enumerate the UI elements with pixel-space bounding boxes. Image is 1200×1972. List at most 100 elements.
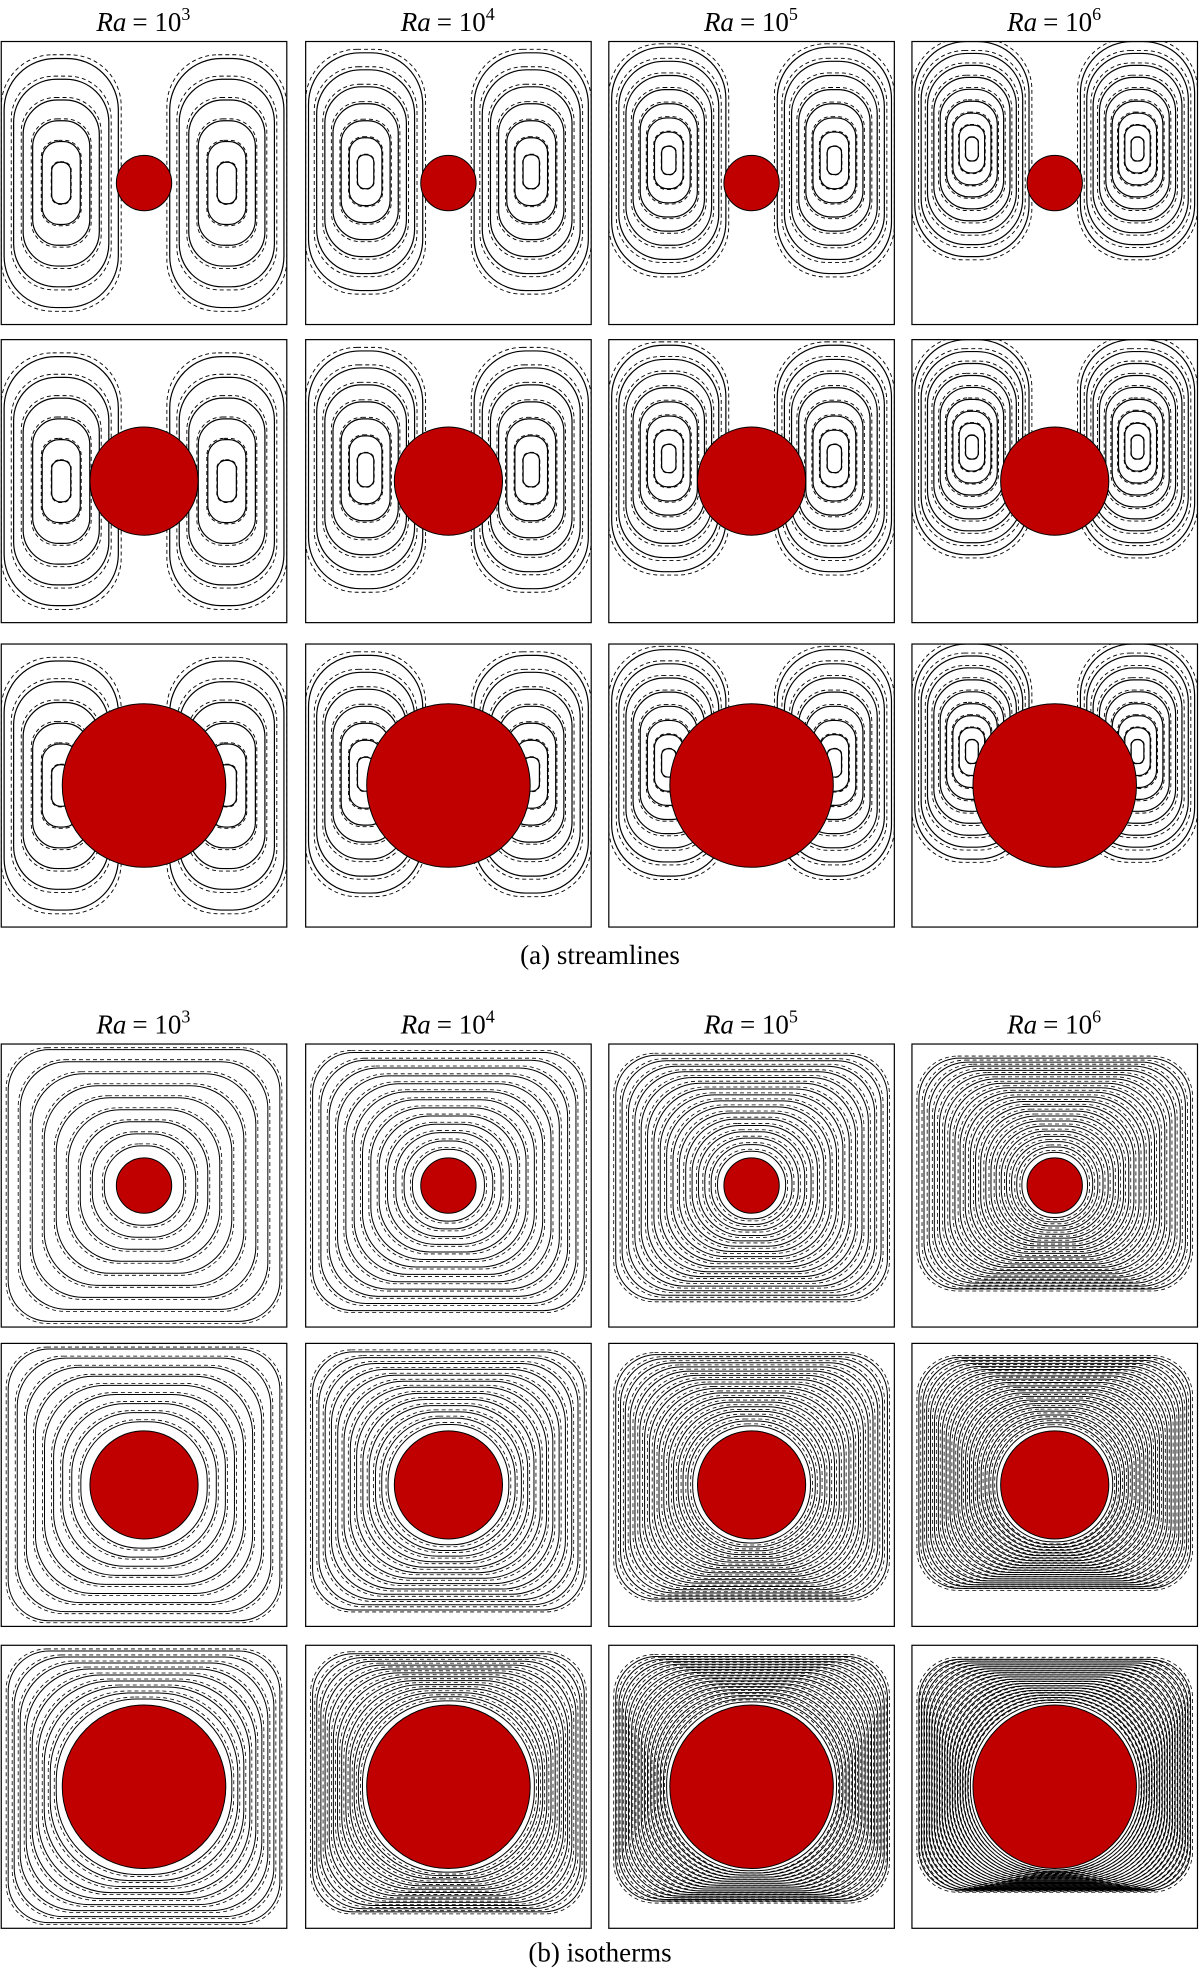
isotherm: [378, 1115, 519, 1253]
isotherm-dashed: [326, 1065, 571, 1299]
streamline: [41, 140, 81, 226]
isotherm: [324, 1362, 573, 1601]
cylinder: [420, 1157, 477, 1214]
isotherm-dashed: [341, 1378, 556, 1587]
streamline-dashed: [356, 153, 375, 190]
isotherm: [25, 1668, 263, 1906]
cylinder: [89, 1430, 199, 1540]
isotherm-dashed: [5, 1346, 283, 1624]
streamline-dashed: [958, 422, 986, 473]
ra-relation: = 10: [437, 1009, 486, 1039]
isotherm: [387, 1423, 510, 1546]
isotherm-dashed: [322, 1662, 575, 1905]
cylinder: [420, 154, 477, 212]
streamline-dashed: [30, 118, 92, 248]
isotherm: [1005, 1135, 1104, 1231]
streamline-dashed: [1123, 422, 1152, 473]
panel-frame: [608, 1644, 895, 1929]
isotherm: [926, 1664, 1184, 1889]
isotherm-dashed: [920, 1357, 1190, 1589]
streamline: [332, 103, 399, 241]
ra-symbol: Ra: [703, 1009, 734, 1039]
isotherm: [996, 1426, 1114, 1543]
isotherm: [1016, 1146, 1094, 1223]
isotherm-dashed: [316, 1355, 581, 1608]
isotherm: [710, 1144, 793, 1226]
isotherm: [337, 1676, 560, 1894]
isotherm-dashed: [89, 1131, 199, 1240]
isotherm-dashed: [973, 1103, 1137, 1256]
streamline-dashed: [645, 718, 692, 808]
streamline-dashed: [40, 437, 82, 525]
isotherm: [19, 1061, 269, 1310]
isotherm-dashed: [670, 1104, 833, 1260]
ra-symbol: Ra: [400, 7, 431, 37]
streamline-dashed: [313, 66, 418, 278]
ra-relation: = 10: [132, 7, 181, 37]
isotherm-dashed: [330, 1670, 566, 1899]
ra-exponent: 6: [1092, 4, 1101, 24]
streamline-dashed: [339, 416, 392, 523]
isotherm-dashed: [637, 1372, 866, 1586]
panel-frame: [911, 1644, 1199, 1929]
panel-frame: [305, 1644, 592, 1929]
ra-relation: = 10: [1043, 1009, 1092, 1039]
isotherm: [954, 1087, 1156, 1268]
streamline-dashed: [313, 668, 418, 880]
isotherm: [31, 1073, 257, 1298]
isotherm: [639, 1374, 864, 1584]
streamline-dashed: [50, 161, 72, 205]
streamline-dashed: [653, 130, 685, 190]
isotherm: [357, 1696, 540, 1877]
isotherm: [318, 1357, 579, 1606]
streamline: [498, 103, 565, 241]
isotherm-dashed: [921, 1059, 1188, 1289]
isotherm: [320, 1660, 577, 1907]
isotherm-dashed: [385, 1422, 512, 1548]
isotherm: [621, 1060, 882, 1296]
streamline: [32, 120, 91, 246]
streamline-dashed: [964, 738, 980, 765]
panel-heading: Ra = 104: [400, 4, 495, 37]
panel-frame: [608, 1342, 895, 1628]
streamline-dashed: [176, 75, 278, 291]
panel-heading: Ra = 106: [1006, 1006, 1101, 1039]
isotherm-dashed: [376, 1113, 521, 1255]
streamline: [489, 86, 573, 258]
isotherm: [49, 1692, 239, 1882]
streamline-dashed: [944, 701, 1000, 802]
streamline: [340, 418, 391, 522]
streamline-dashed: [1110, 397, 1165, 497]
streamline: [653, 429, 684, 488]
isotherm: [349, 1688, 548, 1883]
isotherm-dashed: [982, 1412, 1127, 1553]
isotherm-dashed: [642, 1377, 861, 1583]
isotherm: [945, 1378, 1164, 1576]
streamline: [945, 100, 998, 198]
isotherm: [53, 1393, 235, 1576]
isotherm-dashed: [41, 1684, 247, 1889]
streamline: [1098, 374, 1177, 520]
streamline-dashed: [505, 416, 558, 523]
panel-frame: [911, 40, 1199, 326]
isotherm-dashed: [983, 1113, 1126, 1249]
streamline-dashed: [20, 97, 102, 269]
isotherm-dashed: [974, 1404, 1135, 1559]
panel-heading: Ra = 103: [95, 1006, 190, 1039]
isotherm: [666, 1100, 838, 1263]
isotherm: [648, 1383, 855, 1577]
streamline: [653, 131, 684, 190]
isotherm: [938, 1674, 1171, 1885]
streamline: [783, 60, 885, 261]
streamline-dashed: [1130, 434, 1145, 460]
streamline: [646, 117, 691, 204]
ra-exponent: 5: [789, 1006, 798, 1026]
streamline-dashed: [322, 83, 409, 260]
cylinder: [1026, 154, 1083, 212]
streamline: [1111, 100, 1164, 198]
streamline-dashed: [608, 43, 730, 278]
streamline: [1105, 88, 1170, 210]
isotherm: [7, 1049, 281, 1322]
panel-heading: Ra = 105: [703, 1006, 798, 1039]
streamline: [805, 103, 864, 218]
